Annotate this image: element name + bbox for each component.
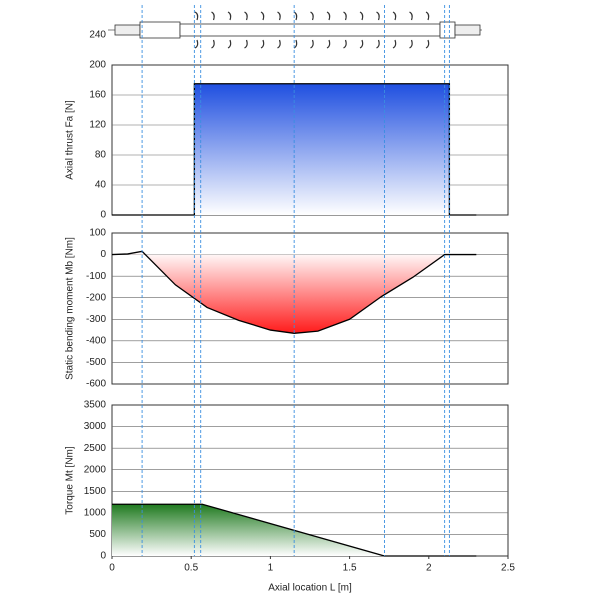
y-tick-label: 0: [100, 249, 106, 260]
x-tick-label: 0: [109, 563, 115, 574]
flight: [227, 11, 232, 49]
y-tick-label: 2000: [84, 464, 107, 475]
flight: [211, 11, 215, 49]
y-tick-label: 0: [100, 551, 106, 562]
line: [112, 83, 477, 216]
flight: [310, 11, 314, 49]
flight: [359, 11, 364, 49]
y-tick-label: 3000: [84, 421, 107, 432]
y-tick-label: 240: [89, 30, 106, 41]
flight: [277, 11, 281, 49]
y-tick-label: 200: [89, 60, 106, 71]
y-tick-label: 1000: [84, 507, 107, 518]
line: [112, 503, 477, 557]
y-tick-label: 40: [95, 180, 107, 191]
y-axis-label: Axial thrust Fa [N]: [65, 100, 76, 180]
flight: [326, 11, 331, 49]
y-tick-label: 80: [95, 150, 107, 161]
x-axis-label: Axial location L [m]: [268, 583, 352, 594]
flight: [376, 11, 380, 49]
x-tick-label: 0.5: [184, 563, 198, 574]
y-tick-label: 2500: [84, 443, 107, 454]
area: [112, 83, 477, 215]
x-tick-label: 1.5: [343, 563, 357, 574]
flight: [409, 11, 413, 49]
shaft-drawing: [108, 11, 482, 49]
flight: [260, 11, 265, 49]
y-tick-label: 500: [89, 529, 106, 540]
area: [112, 504, 477, 556]
line: [111, 250, 477, 334]
y-axis-label: Torque Mt [Nm]: [65, 446, 76, 515]
flight: [244, 11, 248, 49]
y-tick-label: 120: [89, 120, 106, 131]
y-tick-label: -200: [86, 292, 106, 303]
y-tick-label: -300: [86, 314, 106, 325]
y-axis-label: Static bending moment Mb [Nm]: [65, 237, 76, 380]
y-tick-label: 3500: [84, 400, 107, 411]
flight: [392, 11, 397, 49]
flight: [194, 11, 199, 49]
flight: [425, 11, 430, 49]
y-tick-label: 100: [89, 228, 106, 239]
flight: [343, 11, 347, 49]
y-tick-label: 1500: [84, 486, 107, 497]
y-tick-label: -500: [86, 357, 106, 368]
y-tick-label: -400: [86, 335, 106, 346]
x-tick-label: 2.5: [501, 563, 515, 574]
y-tick-label: 160: [89, 90, 106, 101]
y-tick-label: 0: [100, 210, 106, 221]
y-tick-label: -100: [86, 271, 106, 282]
y-tick-label: -600: [86, 379, 106, 390]
x-tick-label: 2: [426, 563, 432, 574]
x-tick-label: 1: [268, 563, 274, 574]
